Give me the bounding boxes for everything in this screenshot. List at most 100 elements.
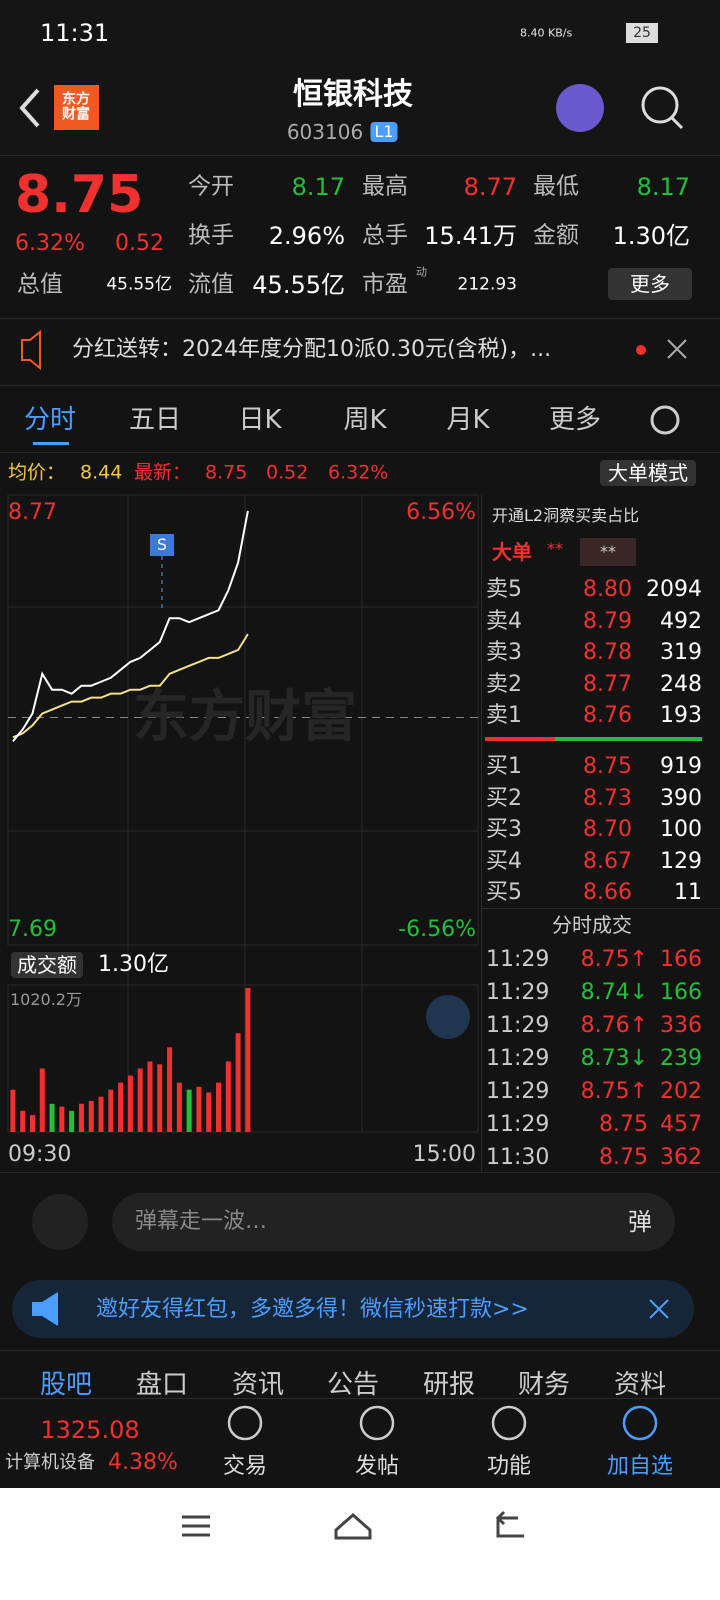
trade-volume: 202 — [660, 1079, 702, 1104]
section-tab[interactable]: 资料 — [613, 1370, 667, 1400]
x-start-label: 09:30 — [8, 1142, 72, 1167]
field-label: 金额 — [533, 222, 579, 249]
volume-bar — [216, 1082, 222, 1132]
separator — [0, 318, 720, 319]
masked: ** — [547, 539, 563, 558]
section-tab[interactable]: 盘口 — [135, 1370, 189, 1400]
nav-bar — [0, 1488, 720, 1600]
level-volume: 100 — [660, 817, 702, 842]
status-time: 11:31 — [40, 19, 110, 47]
l2-promo[interactable]: 开通L2洞察买卖占比 — [492, 506, 640, 525]
level-volume: 11 — [674, 880, 702, 905]
ratio-bar — [485, 737, 555, 741]
level-volume: 390 — [660, 785, 702, 811]
volume-bar — [88, 1100, 94, 1132]
tab[interactable]: 周K — [343, 405, 387, 435]
level-volume: 2094 — [646, 577, 702, 602]
level-price: 8.76 — [583, 703, 632, 728]
nav-back — [495, 1510, 524, 1538]
trade-time: 11:29 — [486, 1013, 550, 1038]
nav-menu — [182, 1515, 210, 1537]
section-tab[interactable]: 资讯 — [231, 1370, 285, 1400]
section-tab[interactable]: 股吧 — [39, 1370, 93, 1400]
action-button[interactable]: 加自选 — [606, 1454, 674, 1479]
volume-selector[interactable]: 成交额 — [11, 952, 83, 978]
back-button — [19, 88, 40, 128]
comment-input[interactable]: 弹幕走一波… — [135, 1209, 268, 1234]
level-badge: L1 — [370, 122, 398, 142]
volume-max-label: 1020.2万 — [10, 990, 82, 1009]
action-icon — [227, 1405, 263, 1441]
nav-home — [334, 1512, 372, 1540]
level-price: 8.73 — [583, 785, 632, 811]
field-value: 45.55亿 — [106, 274, 172, 295]
last-label: 最新： — [134, 461, 192, 484]
tab[interactable]: 日K — [238, 405, 282, 435]
action-button[interactable]: 交易 — [222, 1454, 268, 1479]
avg-price: 8.44 — [80, 461, 123, 484]
signal-marker: S — [156, 535, 168, 554]
volume-bar — [29, 1115, 35, 1132]
volume-bar — [127, 1075, 133, 1132]
trades-title: 分时成交 — [552, 913, 632, 937]
speaker-icon — [21, 329, 41, 371]
volume-bar — [49, 1103, 55, 1132]
trade-volume: 362 — [660, 1145, 702, 1170]
trade-time: 11:29 — [486, 980, 550, 1005]
tab[interactable]: 更多 — [548, 405, 602, 435]
comment-box — [112, 1193, 675, 1251]
masked: ** — [600, 542, 616, 561]
mode-button[interactable]: 大单模式 — [600, 460, 696, 486]
watermark: 东方财富 — [133, 685, 357, 750]
volume-bar — [157, 1064, 163, 1132]
volume-bar — [108, 1089, 114, 1132]
volume-total: 1.30亿 — [98, 952, 169, 977]
sector-pct: 4.38% — [108, 1450, 178, 1475]
tab[interactable]: 五日 — [128, 405, 182, 435]
volume-bar — [176, 1082, 182, 1132]
volume-bar — [39, 1068, 45, 1132]
avg-line — [12, 633, 249, 739]
level-label: 卖4 — [486, 608, 522, 634]
search-icon — [641, 86, 679, 124]
level-label: 买3 — [486, 817, 522, 842]
trade-price: 8.75 — [599, 1112, 648, 1137]
trade-time: 11:29 — [486, 1046, 550, 1071]
more-button[interactable]: 更多 — [608, 268, 692, 300]
banner-bg — [12, 1280, 694, 1338]
field-label: 最低 — [533, 173, 579, 200]
field-label: 市盈 — [362, 271, 408, 298]
tab[interactable]: 分时 — [23, 405, 77, 435]
field-label: 总值 — [17, 271, 63, 298]
section-tab[interactable]: 财务 — [517, 1370, 571, 1400]
section-tab[interactable]: 研报 — [422, 1370, 476, 1400]
section-tab[interactable]: 公告 — [326, 1370, 380, 1400]
action-icon — [622, 1405, 658, 1441]
search-icon — [670, 116, 684, 130]
banner-text[interactable]: 邀好友得红包，多邀多得！微信秒速打款>> — [96, 1297, 529, 1322]
signal-bg — [150, 534, 174, 556]
level-label: 买2 — [486, 785, 522, 811]
y-min-label: 7.69 — [8, 917, 57, 942]
tab-underline — [33, 442, 69, 445]
volume-bar — [196, 1086, 202, 1132]
action-button[interactable]: 功能 — [486, 1454, 532, 1479]
volume-bar — [20, 1110, 26, 1132]
separator — [0, 1398, 720, 1399]
level-volume: 319 — [660, 640, 702, 665]
level-volume: 248 — [660, 671, 702, 697]
volume-bar — [78, 1103, 84, 1132]
action-button[interactable]: 发帖 — [354, 1454, 400, 1479]
volume-bar — [186, 1089, 192, 1132]
danmu-button[interactable]: 弹 — [628, 1208, 652, 1236]
divider — [482, 908, 720, 909]
change-pct: 6.32% — [15, 231, 85, 256]
pct-min-label: -6.56% — [398, 917, 476, 942]
level-label: 买4 — [486, 848, 522, 874]
tab[interactable]: 月K — [446, 405, 490, 435]
level-label: 买1 — [486, 754, 522, 779]
field-label: 总手 — [362, 222, 408, 249]
volume-bar — [69, 1110, 75, 1132]
change: 0.52 — [115, 231, 164, 256]
notice: 分红送转：2024年度分配10派0.30元(含税)，... — [72, 337, 552, 362]
